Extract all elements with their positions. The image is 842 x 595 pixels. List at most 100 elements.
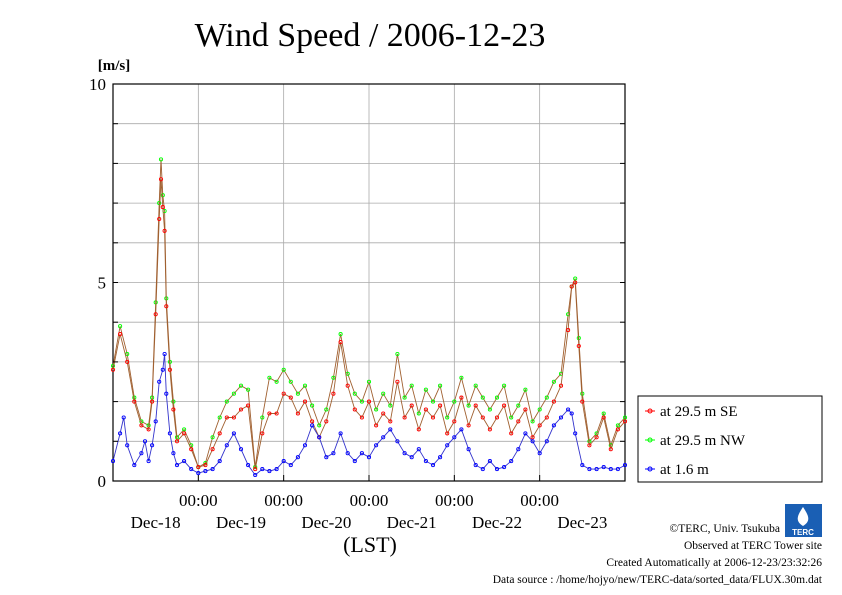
- data-point: [217, 431, 222, 436]
- data-point: [267, 469, 272, 474]
- data-point: [196, 471, 201, 476]
- data-point: [267, 411, 272, 416]
- x-day-label: Dec-19: [216, 513, 266, 532]
- data-point: [238, 407, 244, 412]
- chart-legend: at 29.5 m SE at 29.5 m NW at 1.6 m: [637, 395, 823, 483]
- terc-logo: TERC: [785, 504, 822, 537]
- x-tick-label: 00:00: [264, 491, 303, 510]
- data-point: [452, 399, 457, 404]
- x-day-label: Dec-21: [387, 513, 437, 532]
- data-point: [537, 407, 542, 412]
- data-point: [317, 423, 322, 428]
- data-point: [402, 395, 407, 400]
- chart-title: Wind Speed / 2006-12-23: [195, 17, 546, 54]
- data-point: [388, 419, 393, 424]
- data-point: [551, 423, 556, 428]
- series-1: [110, 157, 628, 470]
- data-point: [622, 463, 628, 468]
- data-point: [615, 467, 620, 472]
- data-point: [438, 383, 443, 388]
- data-point: [366, 455, 372, 460]
- data-point: [246, 387, 251, 392]
- data-point: [160, 367, 165, 372]
- legend-swatch-marker: [647, 466, 653, 472]
- x-day-label: Dec-22: [472, 513, 522, 532]
- x-tick-label: 00:00: [435, 491, 474, 510]
- data-point: [466, 447, 471, 452]
- data-point: [395, 351, 400, 357]
- data-point: [509, 415, 514, 420]
- legend-label: at 29.5 m NW: [660, 433, 746, 449]
- data-point: [587, 443, 592, 448]
- data-point: [523, 407, 528, 412]
- data-point: [473, 383, 478, 388]
- data-point: [459, 395, 464, 400]
- data-point: [189, 467, 194, 472]
- data-point: [359, 451, 364, 456]
- data-point: [523, 387, 528, 392]
- data-point: [594, 435, 599, 440]
- data-point: [381, 411, 386, 416]
- data-point: [352, 391, 357, 396]
- data-point: [381, 435, 386, 440]
- data-point: [438, 403, 443, 408]
- data-point: [494, 415, 500, 420]
- data-point: [530, 439, 535, 444]
- data-point: [487, 407, 492, 412]
- x-day-label: Dec-18: [131, 513, 181, 532]
- data-source-text: Data source : /home/hojyo/new/TERC-data/…: [493, 574, 823, 586]
- data-point: [146, 427, 151, 432]
- data-point: [480, 415, 485, 420]
- data-point: [288, 463, 293, 468]
- data-point: [352, 459, 357, 464]
- data-point: [160, 205, 165, 210]
- data-point: [153, 312, 158, 317]
- data-point: [157, 216, 162, 222]
- data-point: [352, 407, 357, 412]
- data-point: [580, 463, 585, 468]
- data-point: [189, 447, 194, 452]
- data-point: [601, 465, 606, 470]
- data-point: [171, 407, 176, 412]
- data-point: [281, 391, 286, 396]
- series-line: [112, 159, 626, 468]
- data-point: [544, 415, 549, 420]
- data-point: [139, 451, 144, 456]
- data-point: [551, 399, 556, 404]
- data-point: [395, 379, 400, 384]
- data-point: [182, 427, 187, 432]
- data-point: [171, 451, 176, 456]
- data-point: [587, 467, 592, 472]
- data-point: [502, 383, 507, 388]
- data-point: [608, 447, 613, 452]
- data-point: [466, 403, 471, 408]
- data-point: [569, 411, 574, 416]
- data-point: [231, 391, 236, 396]
- data-point: [224, 415, 229, 420]
- data-point: [502, 465, 507, 470]
- data-point: [110, 459, 116, 464]
- data-point: [523, 431, 528, 436]
- data-point: [132, 463, 137, 468]
- data-point: [573, 280, 578, 285]
- data-point: [374, 407, 379, 412]
- data-point: [537, 423, 542, 428]
- data-point: [150, 399, 155, 404]
- legend-swatch-marker: [647, 408, 653, 414]
- data-point: [274, 379, 279, 384]
- axis-layer: 0 5 10 00:00 00:00 00:00 00:00 00:00 Dec-18 Dec-1…: [89, 75, 625, 532]
- data-point: [359, 415, 364, 420]
- x-axis-label: (LST): [343, 532, 397, 557]
- data-point: [331, 451, 336, 456]
- data-point: [573, 276, 578, 281]
- data-point: [388, 427, 393, 432]
- data-point: [622, 419, 628, 424]
- data-point: [381, 391, 386, 396]
- x-tick-label: 00:00: [350, 491, 389, 510]
- data-point: [125, 359, 130, 364]
- data-point: [594, 467, 599, 472]
- data-point: [374, 443, 379, 448]
- y-axis-unit-label: [m/s]: [98, 58, 131, 74]
- data-point: [203, 463, 208, 468]
- x-tick-label: 00:00: [520, 491, 559, 510]
